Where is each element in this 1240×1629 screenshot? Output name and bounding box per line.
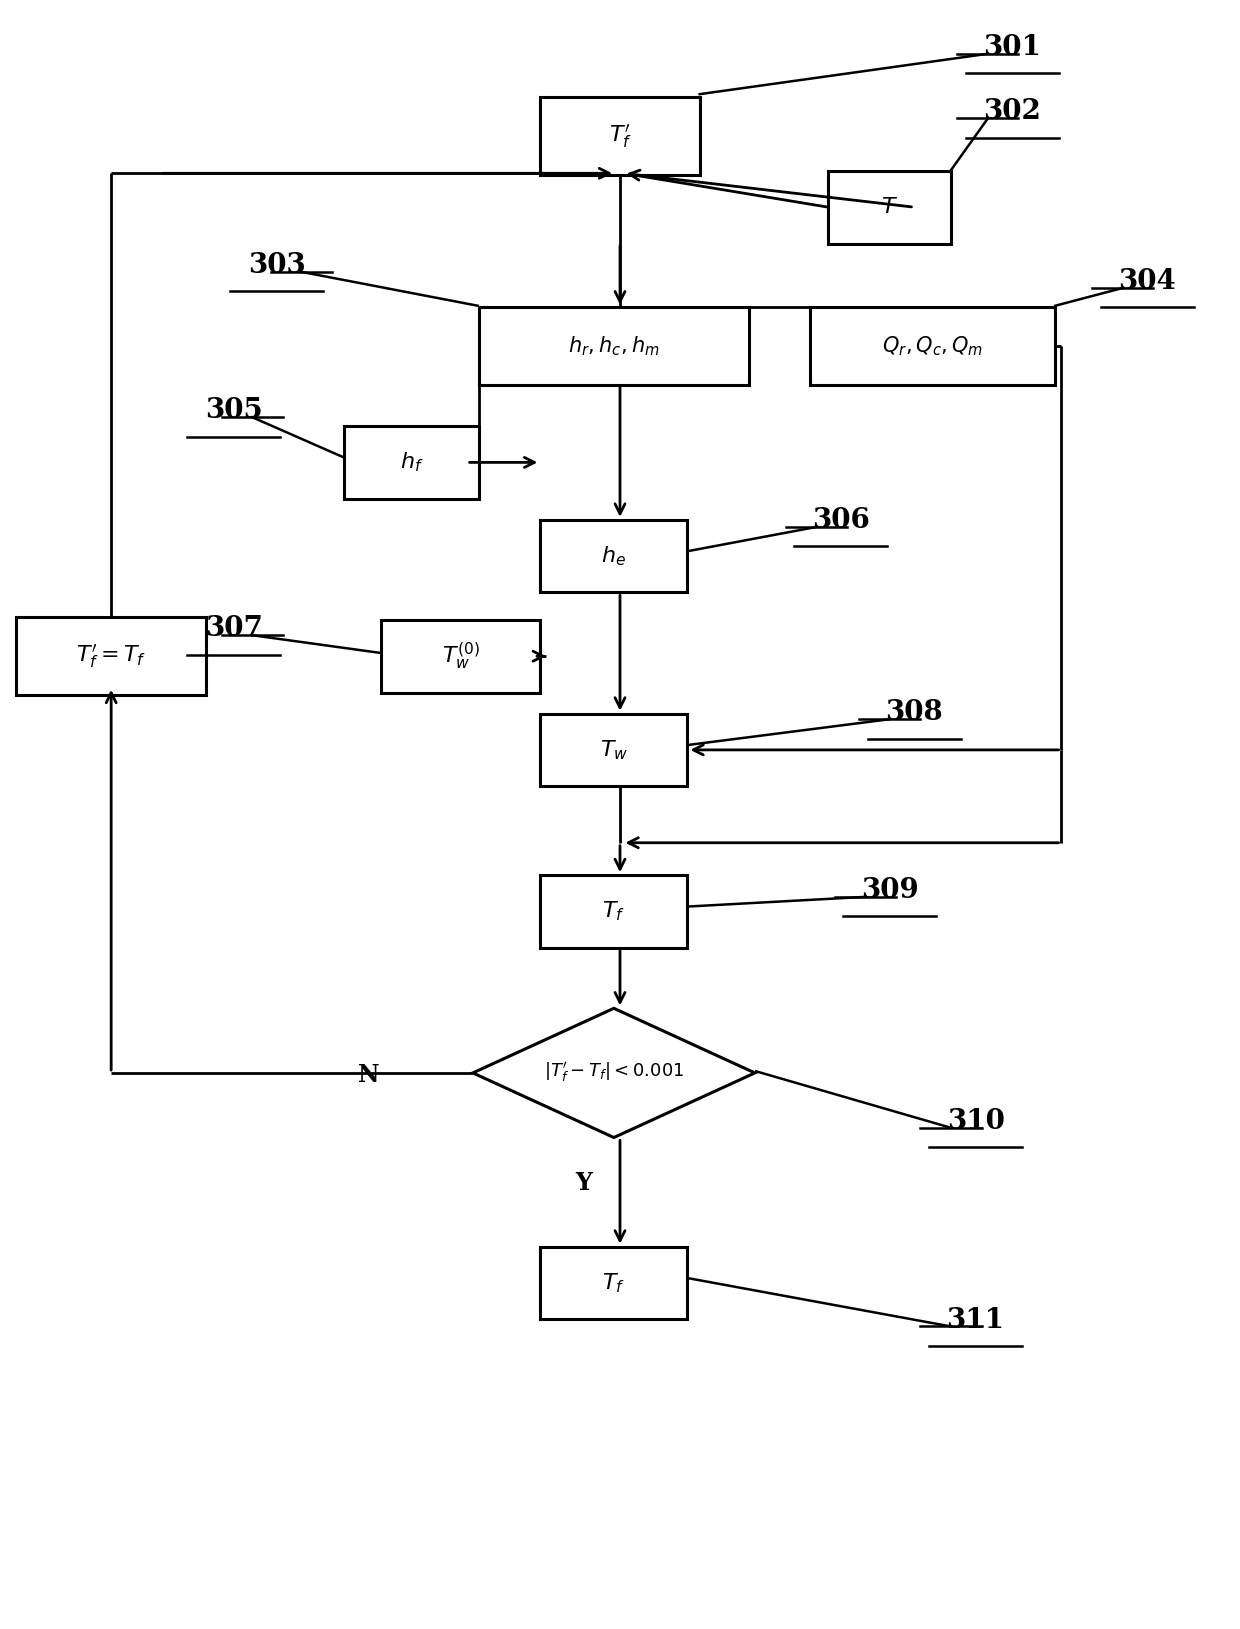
Text: 302: 302 bbox=[983, 98, 1042, 125]
Text: $T_{f}'$: $T_{f}'$ bbox=[609, 122, 631, 150]
Text: $h_r, h_c, h_m$: $h_r, h_c, h_m$ bbox=[568, 334, 660, 358]
FancyBboxPatch shape bbox=[828, 171, 951, 244]
Text: $|T_{f}'-T_{f}|<0.001$: $|T_{f}'-T_{f}|<0.001$ bbox=[543, 1060, 684, 1085]
Text: $T_f$: $T_f$ bbox=[603, 899, 625, 924]
Text: $h_e$: $h_e$ bbox=[601, 544, 626, 569]
Text: Y: Y bbox=[575, 1171, 591, 1194]
Text: 307: 307 bbox=[205, 616, 263, 642]
Text: $T_{f}'=T_{f}$: $T_{f}'=T_{f}$ bbox=[76, 642, 146, 670]
FancyBboxPatch shape bbox=[541, 714, 687, 787]
Text: 308: 308 bbox=[885, 699, 944, 727]
Text: 306: 306 bbox=[812, 507, 869, 534]
Text: N: N bbox=[358, 1062, 379, 1087]
Text: 310: 310 bbox=[946, 1108, 1004, 1135]
Text: $T_w^{(0)}$: $T_w^{(0)}$ bbox=[441, 640, 480, 671]
Text: 309: 309 bbox=[861, 876, 919, 904]
FancyBboxPatch shape bbox=[541, 875, 687, 948]
FancyBboxPatch shape bbox=[541, 98, 699, 174]
Text: 303: 303 bbox=[248, 252, 305, 279]
Text: $Q_r, Q_c, Q_m$: $Q_r, Q_c, Q_m$ bbox=[882, 334, 983, 358]
FancyBboxPatch shape bbox=[345, 427, 479, 498]
Text: $T_f$: $T_f$ bbox=[603, 1271, 625, 1295]
Text: 304: 304 bbox=[1118, 269, 1176, 295]
Text: $T$: $T$ bbox=[882, 195, 898, 218]
Text: $T_w$: $T_w$ bbox=[600, 738, 627, 762]
FancyBboxPatch shape bbox=[810, 308, 1055, 384]
Polygon shape bbox=[472, 1008, 755, 1137]
Text: 311: 311 bbox=[946, 1306, 1004, 1334]
FancyBboxPatch shape bbox=[381, 621, 541, 692]
FancyBboxPatch shape bbox=[16, 617, 206, 696]
Text: $h_f$: $h_f$ bbox=[399, 451, 423, 474]
FancyBboxPatch shape bbox=[541, 1246, 687, 1319]
FancyBboxPatch shape bbox=[541, 520, 687, 593]
FancyBboxPatch shape bbox=[479, 308, 749, 384]
Text: 305: 305 bbox=[205, 397, 263, 424]
Text: 301: 301 bbox=[983, 34, 1042, 60]
